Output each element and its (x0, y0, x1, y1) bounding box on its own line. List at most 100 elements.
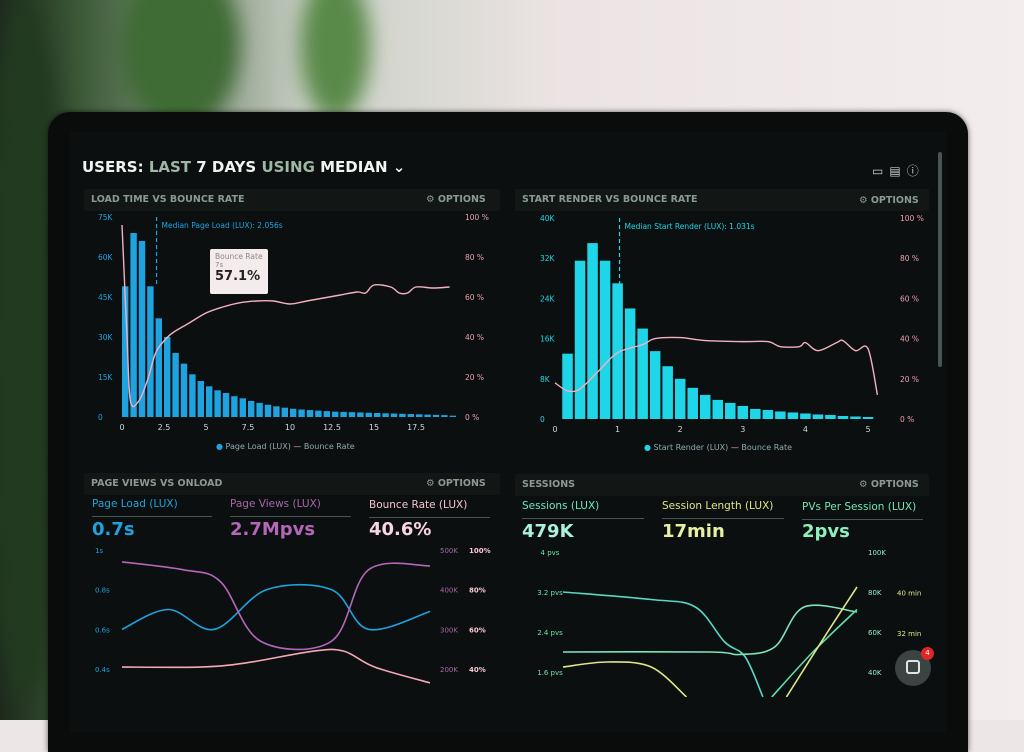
tooltip-value: 57.1% (215, 269, 261, 284)
histogram-bar (147, 286, 154, 417)
histogram-bar (273, 406, 280, 417)
y-right-tick-label: 100% (469, 547, 491, 555)
histogram-bar (850, 416, 861, 419)
histogram-bar (164, 337, 171, 417)
y-right-tick-label: 80 % (900, 254, 919, 263)
histogram-bar (340, 411, 347, 417)
y-right-tick-label: 32 min (897, 630, 921, 638)
dashboard-title[interactable]: USERS: LAST 7 DAYS USING MEDIAN ⌄ (82, 158, 405, 176)
x-tick-label: 17.5 (407, 423, 425, 432)
histogram-bar (699, 394, 711, 419)
x-tick-label: 1 (615, 425, 620, 434)
legend-label[interactable]: Page Load (LUX) (225, 442, 291, 451)
histogram-bar (130, 233, 137, 417)
histogram-bar (239, 398, 246, 417)
panel-header (515, 474, 929, 496)
metric-label: Session Length (LUX) (662, 500, 774, 512)
y-tick-label: 0.6s (95, 626, 110, 634)
y-tick-label: 24K (540, 294, 556, 303)
y-tick-label: 4 pvs (541, 549, 560, 557)
histogram-bar (574, 260, 586, 419)
scrollbar[interactable] (938, 152, 942, 367)
histogram-bar (206, 386, 213, 417)
x-tick-label: 2 (678, 425, 683, 434)
histogram-bar (281, 407, 288, 417)
y-tick-label: 40K (540, 214, 556, 223)
y-right-tick-label: 100K (868, 549, 886, 557)
legend-line-icon: — (293, 442, 302, 451)
histogram-bar (737, 405, 749, 419)
y-right-tick-label: 300K (440, 626, 458, 634)
options-button[interactable]: ⚙ OPTIONS (859, 479, 919, 490)
series-line (771, 608, 858, 697)
gear-icon: ⚙ (859, 195, 871, 206)
histogram-bar (306, 410, 314, 417)
histogram-bar (787, 412, 799, 419)
panel-title: START RENDER VS BOUNCE RATE (522, 194, 698, 205)
title-users: USERS: (82, 158, 144, 176)
legend-line-icon: — (730, 443, 739, 452)
histogram-bar (390, 413, 398, 417)
y-right-tick-label: 40 min (897, 590, 921, 598)
y-tick-label: 0 (540, 415, 545, 424)
title-stat: MEDIAN (320, 158, 388, 176)
options-button[interactable]: ⚙ OPTIONS (426, 194, 486, 205)
histogram-bar (624, 308, 636, 419)
options-label: OPTIONS (437, 194, 486, 205)
metric-value: 2pvs (802, 521, 850, 542)
y-right-tick-label: 100 % (900, 214, 924, 223)
legend-label[interactable]: Bounce Rate (741, 443, 793, 452)
y-right-tick-label: 40 % (465, 333, 484, 342)
chevron-down-icon[interactable]: ⌄ (392, 158, 406, 176)
histogram-bar (332, 411, 339, 417)
histogram-bar (750, 408, 761, 419)
metric-value: 479K (522, 521, 574, 542)
y-right-tick-label: 60% (469, 626, 486, 634)
y-tick-label: 32K (540, 254, 556, 263)
histogram-bar (424, 414, 431, 417)
options-label: OPTIONS (437, 478, 486, 489)
histogram-bar (674, 378, 686, 419)
y-right-tick-label: 400K (440, 587, 458, 595)
dashboard-screen (70, 132, 946, 732)
y-tick-label: 30K (98, 333, 114, 342)
help-icon[interactable]: ⓘ (906, 164, 925, 178)
y-tick-label: 1.6 pvs (537, 669, 563, 677)
histogram-bar (374, 413, 381, 417)
series-line (562, 604, 858, 656)
bounce-rate-line (121, 224, 450, 408)
histogram-bar (290, 408, 297, 417)
legend-label[interactable]: Start Render (LUX) (653, 443, 729, 452)
title-last: LAST (148, 158, 192, 176)
metric-label: Page Views (LUX) (230, 498, 321, 510)
x-tick-label: 12.5 (323, 423, 341, 432)
metric-label: Sessions (LUX) (522, 500, 600, 512)
share-icon[interactable]: ▤ (889, 164, 907, 178)
monitor-icon[interactable]: ▭ (872, 164, 890, 178)
x-tick-label: 0 (119, 423, 124, 432)
legend-label[interactable]: Bounce Rate (303, 442, 355, 451)
y-tick-label: 0.8s (95, 587, 110, 595)
options-label: OPTIONS (870, 195, 919, 206)
histogram-bar (399, 413, 406, 417)
y-right-tick-label: 80K (868, 589, 882, 597)
y-right-tick-label: 40 % (900, 335, 919, 344)
histogram-bar (264, 404, 272, 417)
y-right-tick-label: 40% (469, 666, 486, 674)
histogram-bar (441, 415, 448, 417)
y-right-tick-label: 0 % (465, 413, 479, 422)
metric-label: Bounce Rate (LUX) (369, 499, 468, 511)
panel-header (84, 473, 500, 495)
histogram-bar (612, 283, 623, 419)
options-button[interactable]: ⚙ OPTIONS (426, 478, 486, 489)
histogram-bar (298, 409, 305, 417)
histogram-bar (649, 351, 661, 419)
options-button[interactable]: ⚙ OPTIONS (859, 195, 919, 206)
histogram-bar (449, 415, 456, 417)
histogram-bar (222, 393, 230, 417)
y-right-tick-label: 80% (469, 587, 486, 595)
panel-title: LOAD TIME VS BOUNCE RATE (91, 194, 245, 205)
divider (92, 516, 212, 517)
histogram-bar (315, 410, 322, 417)
